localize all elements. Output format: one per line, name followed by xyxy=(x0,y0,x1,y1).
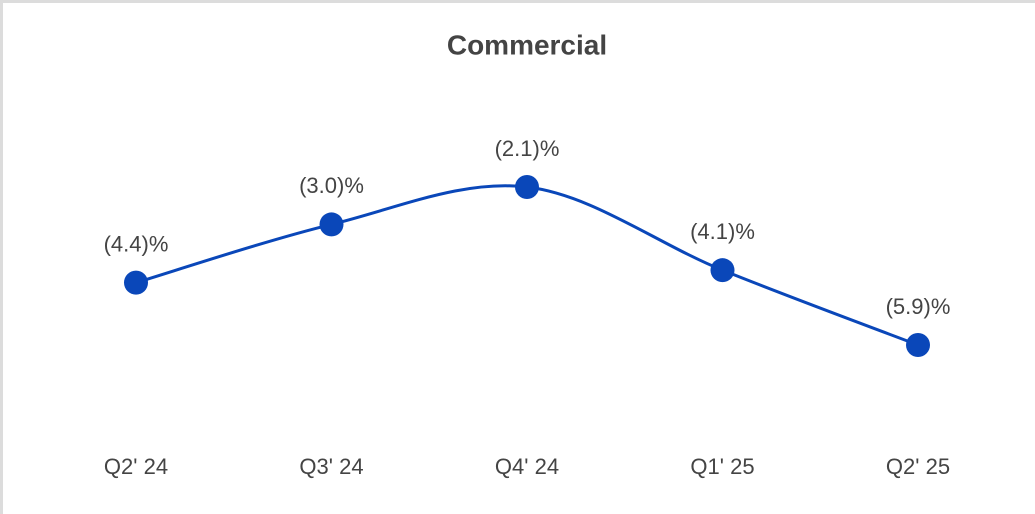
data-label: (2.1)% xyxy=(495,136,560,161)
data-label: (3.0)% xyxy=(299,173,364,198)
x-tick-label: Q4' 24 xyxy=(495,454,559,479)
x-tick-label: Q3' 24 xyxy=(299,454,363,479)
chart-title: Commercial xyxy=(447,29,607,60)
data-label: (5.9)% xyxy=(886,294,951,319)
point xyxy=(515,175,539,199)
x-tick-label: Q2' 25 xyxy=(886,454,950,479)
x-tick-label: Q1' 25 xyxy=(690,454,754,479)
data-label: (4.1)% xyxy=(690,219,755,244)
point xyxy=(906,333,930,357)
x-tick-label: Q2' 24 xyxy=(104,454,168,479)
point xyxy=(710,258,735,283)
point xyxy=(319,212,344,237)
point xyxy=(124,270,148,295)
data-label: (4.4)% xyxy=(104,231,169,256)
